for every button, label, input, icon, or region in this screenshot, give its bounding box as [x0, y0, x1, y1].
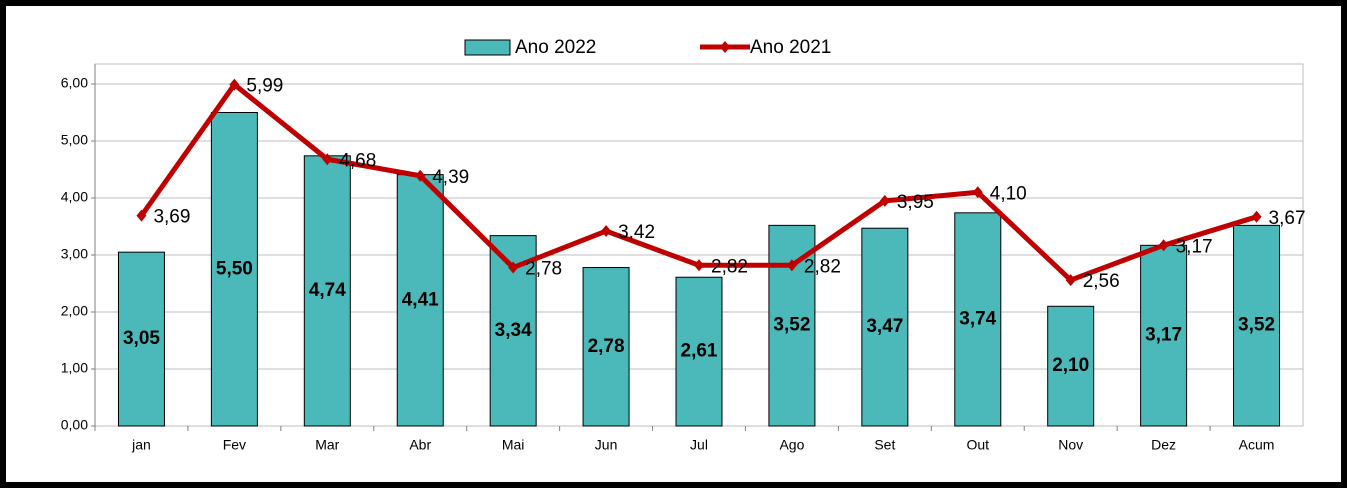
bar [117, 251, 165, 427]
line-value-label: 3,17 [1176, 236, 1213, 257]
x-tick-label: Fev [223, 437, 246, 453]
line-value-label: 4,10 [990, 183, 1027, 204]
bar-value-label: 3,17 [1145, 325, 1182, 346]
line-value-label: 2,78 [525, 259, 562, 280]
line-value-label: 4,39 [432, 167, 469, 188]
line-value-label: 3,95 [897, 192, 934, 213]
line-marker [972, 186, 983, 199]
line-marker [879, 194, 890, 207]
bar [303, 155, 351, 427]
bar [1233, 224, 1281, 427]
x-tick-label: Nov [1058, 437, 1083, 453]
line-marker [508, 261, 519, 274]
y-tick-label: 3,00 [61, 246, 88, 262]
line-marker [694, 259, 704, 272]
line-value-label: 2,82 [804, 256, 841, 277]
line-marker [1251, 210, 1262, 223]
legend-label: Ano 2021 [750, 37, 831, 58]
line-marker [601, 225, 612, 238]
bar-value-label: 3,52 [773, 315, 810, 336]
x-tick-label: Abr [409, 437, 431, 453]
bar-value-label: 4,74 [309, 280, 346, 301]
bar-value-label: 3,34 [495, 320, 532, 341]
line-value-label: 3,42 [618, 222, 655, 243]
line-value-label: 3,69 [153, 207, 190, 228]
bar [954, 212, 1002, 427]
legend-marker [720, 41, 730, 53]
bar-value-label: 3,47 [866, 316, 903, 337]
bar-value-label: 2,10 [1052, 355, 1089, 376]
x-tick-label: Out [966, 437, 989, 453]
x-tick-label: jan [131, 437, 151, 453]
y-tick-label: 0,00 [61, 417, 88, 433]
legend-label: Ano 2022 [515, 37, 596, 58]
bar-value-label: 3,05 [123, 328, 160, 349]
bar-value-label: 4,41 [402, 289, 439, 310]
line-marker [1065, 274, 1076, 287]
bar-value-label: 3,74 [959, 308, 996, 329]
bar [1140, 244, 1188, 427]
bar [768, 224, 816, 427]
line-value-label: 2,82 [711, 256, 748, 277]
x-tick-label: Jun [595, 437, 618, 453]
x-tick-label: Mai [502, 437, 525, 453]
x-tick-label: Mar [315, 437, 339, 453]
bar [675, 276, 723, 427]
line-marker [786, 259, 797, 272]
bar-value-label: 3,52 [1238, 315, 1275, 336]
bar [210, 112, 258, 427]
bar [582, 267, 630, 427]
line-value-label: 5,99 [246, 76, 283, 97]
x-tick-label: Set [874, 437, 895, 453]
bar-value-label: 2,78 [588, 336, 625, 357]
line-value-label: 3,67 [1269, 208, 1306, 229]
y-tick-label: 2,00 [61, 303, 88, 319]
x-tick-label: Ago [779, 437, 804, 453]
line-value-label: 2,56 [1083, 271, 1120, 292]
line-marker [136, 209, 147, 222]
line-marker [229, 78, 240, 91]
line-value-label: 4,68 [339, 150, 376, 171]
y-tick-label: 1,00 [61, 360, 88, 376]
y-tick-label: 5,00 [61, 132, 88, 148]
bar [1047, 305, 1095, 427]
bar-value-label: 5,50 [216, 258, 253, 279]
bar [861, 227, 909, 427]
line-marker [322, 153, 333, 166]
y-tick-label: 4,00 [61, 189, 88, 205]
line-marker [415, 169, 426, 182]
legend-swatch [464, 39, 511, 56]
bar-value-label: 2,61 [681, 341, 718, 362]
line-marker [1158, 239, 1169, 252]
x-tick-label: Dez [1151, 437, 1176, 453]
x-tick-label: Jul [690, 437, 708, 453]
x-tick-label: Acum [1239, 437, 1275, 453]
y-tick-label: 6,00 [61, 75, 88, 91]
